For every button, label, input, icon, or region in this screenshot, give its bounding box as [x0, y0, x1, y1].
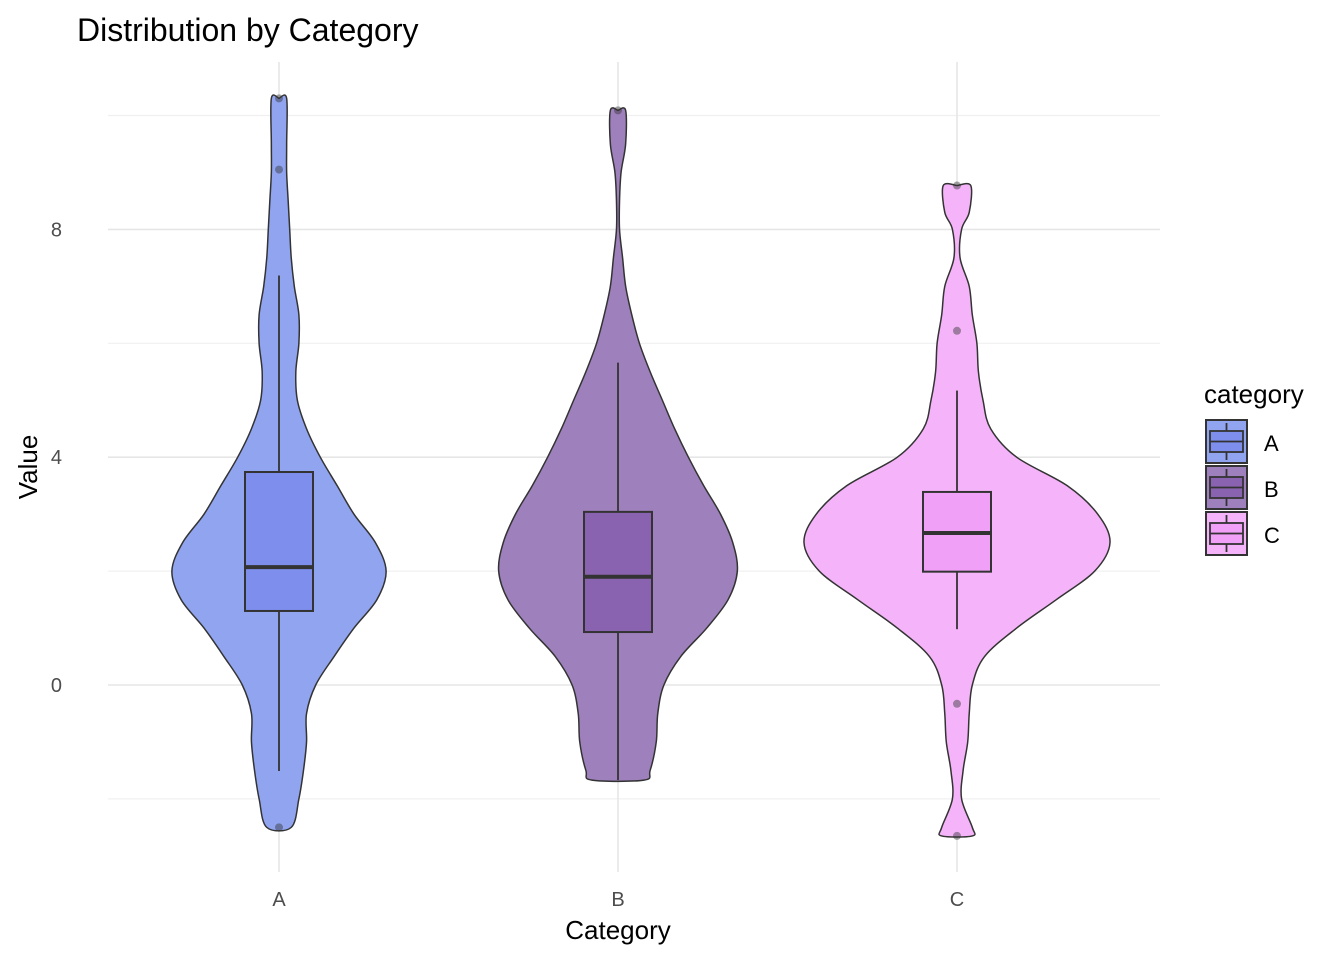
y-axis-label: Value [13, 435, 43, 500]
outlier-point [953, 699, 961, 708]
violin-A [171, 94, 387, 832]
outlier-point [275, 94, 283, 103]
legend-key-C [1205, 511, 1248, 556]
legend-title: category [1204, 379, 1304, 409]
outlier-point [275, 165, 283, 174]
chart-title: Distribution by Category [77, 12, 418, 48]
violins [171, 94, 1111, 840]
axis-ticks: 0 4 8 A B C [51, 219, 964, 911]
violin-C [803, 181, 1111, 840]
x-tick-label: B [611, 889, 624, 911]
legend-label: A [1264, 431, 1279, 456]
x-tick-label: C [950, 889, 964, 911]
legend-label: C [1264, 523, 1280, 548]
violin-B [497, 106, 739, 783]
legend-key-B [1205, 465, 1248, 510]
outlier-point [953, 181, 961, 190]
y-tick-label: 0 [51, 675, 62, 697]
x-tick-label: A [272, 889, 286, 911]
box [583, 510, 653, 634]
legend-label: B [1264, 477, 1279, 502]
y-tick-label: 8 [51, 219, 62, 241]
box [244, 471, 314, 612]
outlier-point [953, 326, 961, 335]
legend-key-A [1205, 419, 1248, 464]
x-axis-label: Category [565, 915, 671, 945]
outlier-point [275, 823, 283, 832]
legend: category ABC [1204, 379, 1304, 556]
y-tick-label: 4 [51, 447, 62, 469]
outlier-point [953, 831, 961, 840]
outlier-point [614, 106, 622, 115]
